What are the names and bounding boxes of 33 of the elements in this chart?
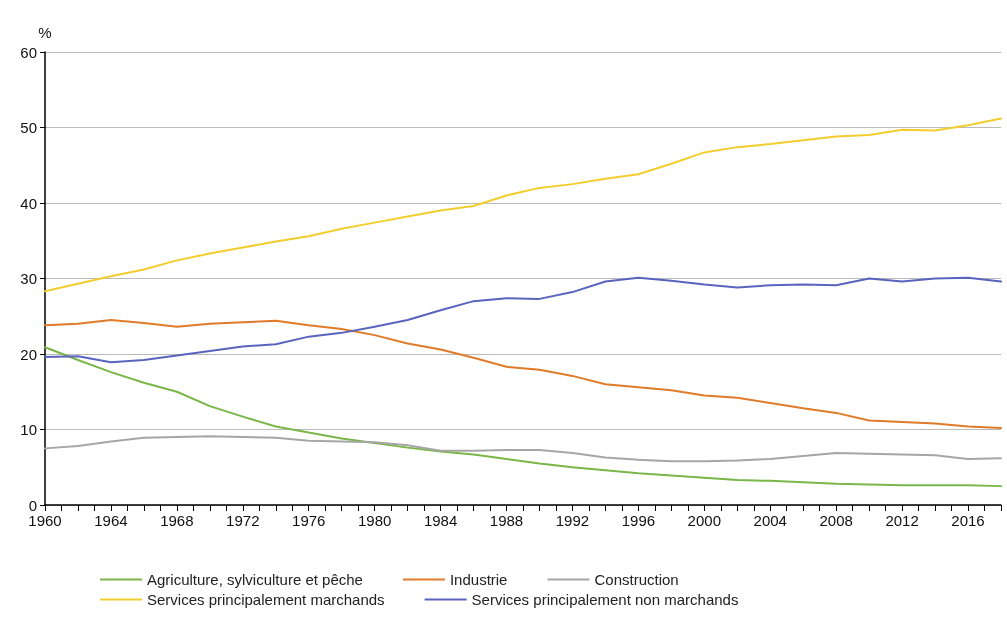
y-tick-label: 40 [20, 194, 37, 212]
y-tick-label: 20 [20, 345, 37, 363]
y-tick-label: 30 [20, 270, 37, 287]
x-tick-label: 1988 [489, 512, 524, 529]
legend-label: Industrie [449, 571, 508, 588]
x-tick-label: 1976 [292, 512, 326, 529]
line-series [44, 435, 1002, 463]
line-series [44, 117, 1002, 293]
x-tick-label: 1984 [423, 512, 458, 529]
x-tick-label: 2012 [885, 512, 919, 529]
x-tick-label: 1964 [94, 512, 128, 529]
x-tick-label: 2016 [951, 512, 985, 529]
line-series [44, 276, 1002, 364]
legend-label: Services principalement non marchands [471, 591, 739, 608]
y-tick-label: 0 [28, 496, 37, 514]
legend-label: Agriculture, sylviculture et pêche [147, 571, 363, 588]
y-axis-title: % [38, 24, 52, 41]
x-tick-label: 1992 [555, 512, 590, 529]
x-tick-label: 1972 [226, 512, 260, 529]
legend-label: Construction [594, 571, 679, 588]
x-tick-label: 2000 [687, 512, 721, 529]
x-tick-label: 1996 [621, 512, 656, 529]
y-tick-label: 60 [20, 43, 37, 61]
x-tick-label: 2004 [753, 512, 787, 529]
x-tick-label: 1968 [160, 512, 194, 529]
line-series [44, 319, 1002, 429]
legend-label: Services principalement marchands [147, 591, 385, 608]
x-tick-label: 2008 [819, 512, 853, 529]
x-tick-label: 1960 [28, 512, 62, 529]
line-series [44, 346, 1002, 488]
y-tick-label: 10 [20, 421, 37, 438]
x-tick-label: 1980 [357, 512, 392, 529]
y-tick-label: 50 [20, 119, 37, 136]
